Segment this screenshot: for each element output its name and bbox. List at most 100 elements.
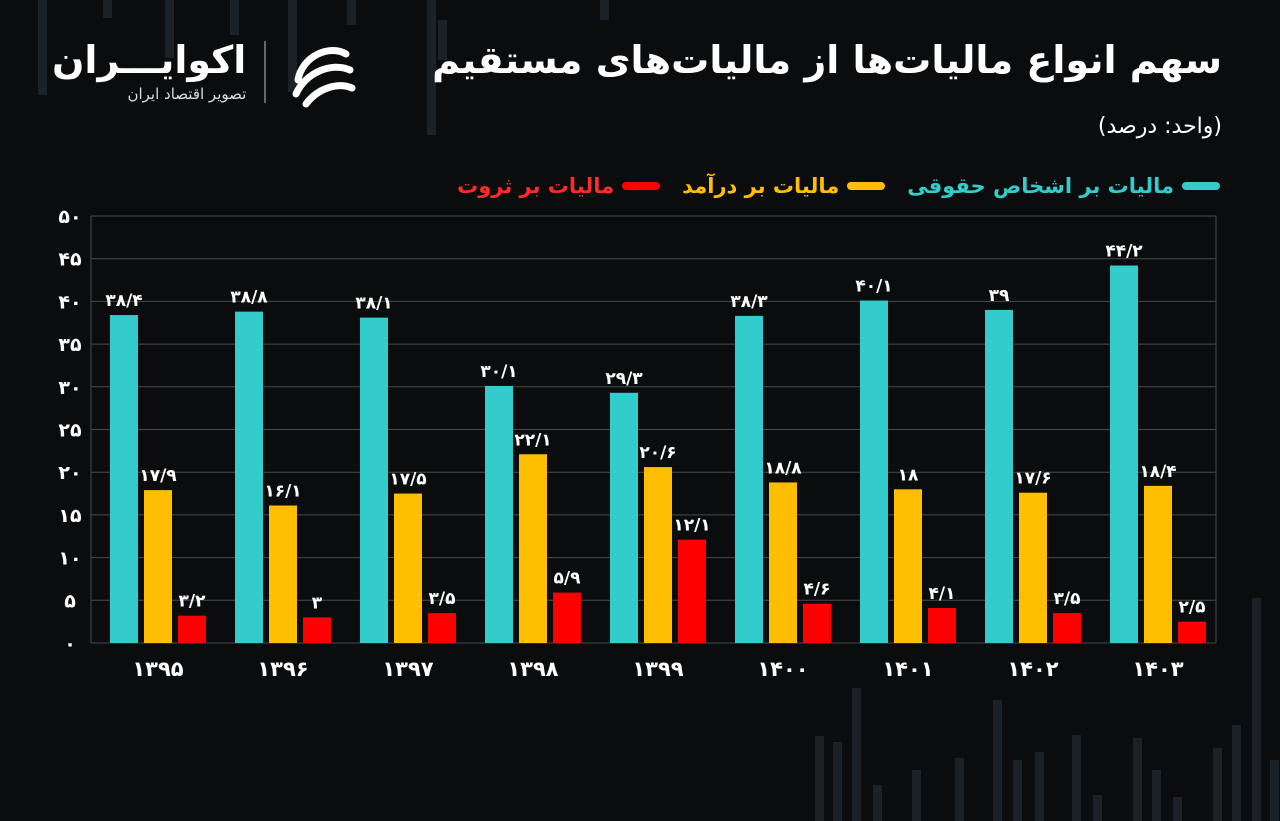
- bar-wealth: [678, 539, 706, 643]
- background-deco-bar: [1133, 738, 1142, 821]
- data-label-corporate: ۳۸/۱: [355, 294, 392, 314]
- bar-income: [769, 482, 797, 643]
- legend-label-wealth: مالیات بر ثروت: [457, 174, 615, 198]
- background-deco-bar: [1152, 770, 1161, 821]
- legend-item-wealth: مالیات بر ثروت: [457, 174, 661, 198]
- x-tick-label: ۱۳۹۵: [132, 657, 183, 681]
- bar-wealth: [803, 603, 831, 643]
- bar-wealth: [303, 617, 331, 643]
- legend-item-corporate: مالیات بر اشخاص حقوقی: [907, 174, 1220, 198]
- data-label-income: ۱۷/۶: [1014, 469, 1051, 489]
- data-label-income: ۱۸: [898, 465, 919, 485]
- background-deco-bar: [1213, 748, 1222, 821]
- y-tick-label: ۳۰: [58, 377, 81, 399]
- data-label-wealth: ۳/۲: [179, 592, 207, 612]
- chart-data-labels: ۳۸/۴ ۱۷/۹ ۳/۲ ۳۸/۸ ۱۶/۱ ۳ ۳۸/۱ ۱۷/۵ ۳/۵ ۳۰/۱ ۲۲/۱ ۵…: [105, 242, 1205, 618]
- legend-swatch-corporate: [1182, 182, 1220, 190]
- x-tick-label: ۱۴۰۱: [882, 657, 933, 681]
- data-label-wealth: ۴/۶: [804, 580, 831, 600]
- y-tick-label: ۱۵: [58, 505, 82, 527]
- brand-separator: [264, 41, 267, 103]
- background-deco-bar: [427, 0, 436, 135]
- data-label-corporate: ۳۸/۳: [730, 292, 768, 312]
- x-tick-label: ۱۴۰۳: [1132, 657, 1183, 681]
- data-label-income: ۲۰/۶: [639, 443, 676, 463]
- background-deco-bar: [1173, 797, 1182, 821]
- chart-bars: [110, 265, 1206, 643]
- bar-income: [1019, 492, 1047, 643]
- background-deco-bar: [1232, 725, 1241, 821]
- bar-corporate: [360, 317, 388, 643]
- data-label-corporate: ۳۰/۱: [480, 362, 517, 382]
- bar-corporate: [860, 300, 888, 643]
- legend-item-income: مالیات بر درآمد: [682, 174, 886, 198]
- bar-wealth: [1053, 613, 1081, 643]
- bar-wealth: [928, 607, 956, 643]
- bar-income: [269, 505, 297, 643]
- chart-legend: مالیات بر اشخاص حقوقی مالیات بر درآمد ما…: [457, 174, 1220, 198]
- bar-wealth: [553, 592, 581, 643]
- data-label-corporate: ۴۴/۲: [1105, 242, 1143, 262]
- bar-corporate: [485, 385, 513, 643]
- data-label-corporate: ۳۸/۴: [105, 291, 142, 311]
- data-label-income: ۲۲/۱: [514, 430, 551, 450]
- data-label-income: ۱۸/۴: [1139, 462, 1176, 482]
- background-deco-bar: [230, 0, 239, 35]
- data-label-corporate: ۳۸/۸: [230, 288, 268, 308]
- y-tick-label: ۵۰: [58, 206, 81, 228]
- data-label-corporate: ۴۰/۱: [855, 277, 892, 297]
- y-tick-label: ۲۵: [58, 420, 82, 442]
- brand-text: اکوایـــران تصویر اقتصاد ایران: [52, 38, 247, 103]
- bar-income: [144, 490, 172, 643]
- y-tick-label: ۰: [64, 633, 76, 655]
- x-tick-label: ۱۳۹۹: [632, 657, 683, 681]
- bar-wealth: [428, 613, 456, 643]
- background-deco-bar: [1270, 760, 1279, 821]
- background-decoration: [38, 0, 1279, 821]
- y-tick-label: ۴۵: [58, 249, 82, 271]
- background-deco-bar: [1093, 795, 1102, 821]
- background-deco-bar: [288, 0, 297, 92]
- y-tick-label: ۲۰: [58, 462, 81, 484]
- background-deco-bar: [852, 688, 861, 821]
- bar-income: [519, 454, 547, 643]
- background-deco-bar: [600, 0, 609, 20]
- background-deco-bar: [1035, 752, 1044, 821]
- y-tick-label: ۴۰: [58, 291, 81, 313]
- background-deco-bar: [1013, 760, 1022, 821]
- brand-tagline: تصویر اقتصاد ایران: [127, 84, 247, 103]
- background-deco-bar: [873, 785, 882, 821]
- data-label-wealth: ۲/۵: [1179, 598, 1206, 618]
- data-label-corporate: ۲۹/۳: [605, 369, 643, 389]
- y-tick-label: ۱۰: [58, 548, 81, 570]
- y-tick-label: ۳۵: [58, 334, 82, 356]
- x-tick-label: ۱۳۹۶: [257, 657, 308, 681]
- x-tick-label: ۱۴۰۲: [1007, 657, 1058, 681]
- background-deco-bar: [347, 0, 356, 25]
- background-deco-bar: [1252, 598, 1261, 821]
- bar-wealth: [1178, 621, 1206, 643]
- data-label-income: ۱۸/۸: [764, 458, 802, 478]
- data-label-wealth: ۳/۵: [429, 589, 456, 609]
- background-deco-bar: [1072, 735, 1081, 821]
- data-label-wealth: ۳: [312, 593, 323, 613]
- y-tick-label: ۵: [64, 590, 76, 612]
- background-deco-bar: [103, 0, 112, 18]
- bar-corporate: [985, 309, 1013, 643]
- brand-name: اکوایـــران: [52, 38, 247, 83]
- data-label-corporate: ۳۹: [989, 286, 1010, 306]
- legend-swatch-income: [847, 182, 886, 190]
- chart-title: سهم انواع مالیات‌ها از مالیات‌های مستقیم: [432, 38, 1222, 82]
- y-axis: ۰ ۵ ۱۰ ۱۵ ۲۰ ۲۵ ۳۰ ۳۵ ۴۰ ۴۵ ۵۰: [58, 206, 82, 655]
- legend-label-income: مالیات بر درآمد: [682, 174, 840, 198]
- background-deco-bar: [438, 20, 447, 60]
- bar-income: [1144, 485, 1172, 643]
- chart-unit: (واحد: درصد): [1097, 114, 1222, 139]
- x-tick-label: ۱۳۹۸: [507, 657, 558, 681]
- x-axis: ۱۳۹۵ ۱۳۹۶ ۱۳۹۷ ۱۳۹۸ ۱۳۹۹ ۱۴۰۰ ۱۴۰۱ ۱۴۰۲ ۱۴۰۳: [132, 657, 1183, 681]
- bar-income: [394, 493, 422, 643]
- legend-swatch-wealth: [622, 182, 661, 190]
- x-tick-label: ۱۴۰۰: [757, 657, 808, 681]
- background-deco-bar: [955, 758, 964, 821]
